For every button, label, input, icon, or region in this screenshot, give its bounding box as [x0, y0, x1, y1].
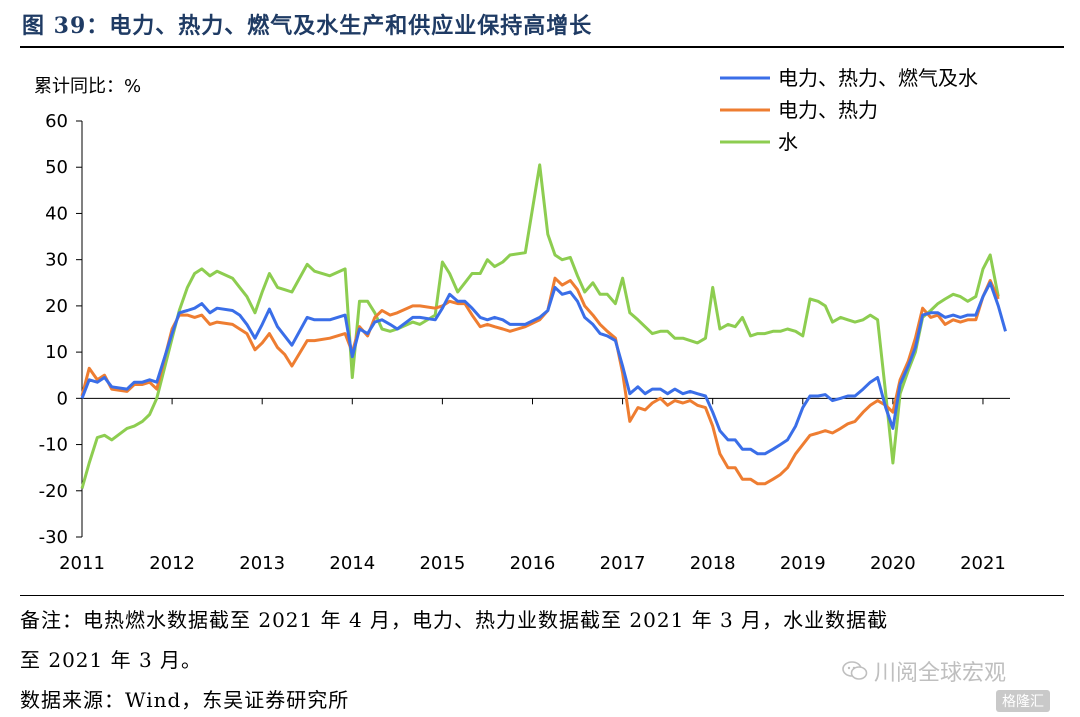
x-tick-label: 2013 — [239, 553, 285, 574]
x-tick-label: 2015 — [419, 553, 465, 574]
y-tick-label: 60 — [45, 111, 68, 132]
y-tick-label: 20 — [45, 296, 68, 317]
y-axis-label: 累计同比：% — [34, 76, 141, 97]
chart-axes: -30 -20 -10 0 10 20 30 40 50 60 2011 2012 2013 2014 20… — [39, 111, 1010, 574]
source-line: 数据来源：Wind，东吴证券研究所 — [20, 688, 350, 712]
watermark: 川阅全球宏观 — [842, 655, 1006, 687]
footnote-line-1: 备注：电热燃水数据截至 2021 年 4 月，电力、热力业数据截至 2021 年… — [20, 608, 889, 632]
y-tick-label: 40 — [45, 203, 68, 224]
x-tick-label: 2017 — [600, 553, 646, 574]
y-tick-label: -10 — [39, 435, 68, 456]
footnote-line-2: 至 2021 年 3 月。 — [20, 648, 203, 672]
x-tick-label: 2014 — [329, 553, 375, 574]
line-chart: -30 -20 -10 0 10 20 30 40 50 60 2011 2012 2013 2014 20… — [34, 66, 1010, 574]
series-line-0 — [80, 281, 1007, 456]
series-line-1 — [80, 276, 1000, 486]
bottom-rule — [20, 595, 1064, 596]
x-tick-label: 2018 — [690, 553, 736, 574]
y-tick-label: 30 — [45, 250, 68, 271]
y-tick-label: 50 — [45, 157, 68, 178]
top-rule — [20, 46, 1064, 48]
x-tick-label: 2020 — [870, 553, 916, 574]
x-tick-label: 2019 — [780, 553, 826, 574]
x-tick-label: 2011 — [59, 553, 105, 574]
wechat-icon — [842, 661, 868, 680]
y-tick-label: -30 — [39, 527, 68, 548]
x-tick-label: 2012 — [149, 553, 195, 574]
watermark-text: 川阅全球宏观 — [874, 661, 1007, 686]
x-tick-label: 2021 — [960, 553, 1006, 574]
y-tick-label: -20 — [39, 481, 68, 502]
y-tick-label: 10 — [45, 342, 68, 363]
y-tick-label: 0 — [57, 388, 68, 409]
series-line-2 — [80, 163, 1000, 489]
legend-label-0: 电力、热力、燃气及水 — [778, 66, 978, 90]
x-tick-label: 2016 — [510, 553, 556, 574]
watermark-badge: 格隆汇 — [996, 690, 1050, 712]
legend-label-2: 水 — [778, 130, 798, 154]
figure-title: 图 39：电力、热力、燃气及水生产和供应业保持高增长 — [22, 13, 593, 39]
chart-series — [80, 163, 1007, 489]
legend-label-1: 电力、热力 — [778, 98, 878, 122]
